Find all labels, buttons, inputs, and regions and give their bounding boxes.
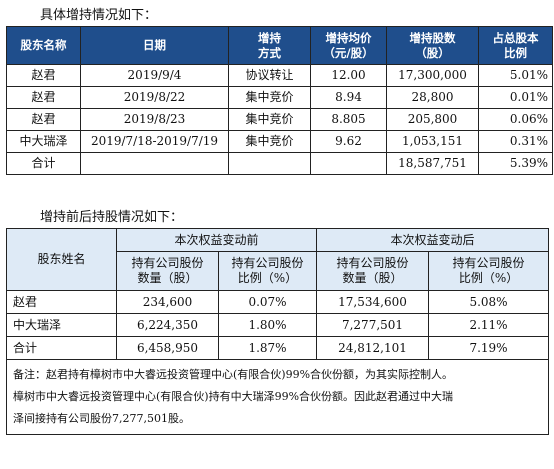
remark-note: 备注：赵君持有樟树市中大睿远投资管理中心(有限合伙)99%合伙份额，为其实际控制…: [5, 359, 550, 435]
header-shareholder-name: 股东姓名: [6, 228, 117, 291]
table-row: 中大瑞泽 2019/7/18-2019/7/19 集中竞价 9.62 1,053…: [6, 130, 553, 153]
cell-method: [228, 152, 311, 175]
note-line: 备注：赵君持有樟树市中大睿远投资管理中心(有限合伙)99%合伙份额，为其实际控制…: [13, 368, 454, 381]
section2-heading: 增持前后持股情况如下：: [40, 210, 184, 225]
table-row: 中大瑞泽 6,224,350 1.80% 7,277,501 2.11%: [6, 313, 550, 337]
cell-after-ratio: 5.08%: [428, 290, 550, 314]
group-header-row: 股东姓名 本次权益变动前 本次权益变动后: [6, 228, 550, 291]
cell-date: 2019/8/22: [80, 86, 229, 109]
cell-avg-price: 9.62: [310, 130, 387, 153]
header-shareholder: 股东名称: [6, 26, 81, 65]
cell-before-shares: 6,458,950: [116, 336, 219, 360]
cell-avg-price: [310, 152, 387, 175]
table-total-row: 合计 18,587,751 5.39%: [6, 152, 553, 175]
cell-ratio: 0.31%: [478, 130, 553, 153]
cell-before-ratio: 1.87%: [217, 336, 318, 360]
cell-before-ratio: 0.07%: [217, 290, 318, 314]
cell-method: 集中竞价: [228, 108, 311, 131]
cell-method: 集中竞价: [228, 86, 311, 109]
cell-shareholder: 合计: [6, 152, 81, 175]
header-after-change: 本次权益变动后: [316, 228, 550, 252]
cell-avg-price: 12.00: [310, 64, 387, 87]
cell-date: 2019/9/4: [80, 64, 229, 87]
cell-ratio: 0.01%: [478, 86, 553, 109]
cell-method: 协议转让: [228, 64, 311, 87]
cell-date: 2019/8/23: [80, 108, 229, 131]
cell-shares: 205,800: [386, 108, 479, 131]
header-method: 增持 方式: [228, 26, 311, 65]
cell-before-shares: 234,600: [116, 290, 219, 314]
cell-shareholder: 赵君: [6, 108, 81, 131]
note-row: 备注：赵君持有樟树市中大睿远投资管理中心(有限合伙)99%合伙份额，为其实际控制…: [5, 359, 550, 435]
cell-method: 集中竞价: [228, 130, 311, 153]
table-row: 赵君 2019/8/22 集中竞价 8.94 28,800 0.01%: [6, 86, 553, 109]
cell-after-shares: 24,812,101: [316, 336, 430, 360]
cell-shareholder: 合计: [6, 336, 117, 360]
cell-ratio: 5.39%: [478, 152, 553, 175]
cell-shareholder: 中大瑞泽: [6, 130, 81, 153]
cell-shares: 18,587,751: [386, 152, 479, 175]
cell-ratio: 5.01%: [478, 64, 553, 87]
cell-before-shares: 6,224,350: [116, 313, 219, 337]
cell-date: [80, 152, 229, 175]
cell-after-ratio: 7.19%: [428, 336, 550, 360]
cell-after-shares: 7,277,501: [316, 313, 430, 337]
header-shares: 增持股数 （股）: [386, 26, 479, 65]
cell-shares: 17,300,000: [386, 64, 479, 87]
table-row: 赵君 234,600 0.07% 17,534,600 5.08%: [6, 290, 550, 314]
header-avg-price: 增持均价 （元/股）: [310, 26, 387, 65]
cell-before-ratio: 1.80%: [217, 313, 318, 337]
cell-shares: 28,800: [386, 86, 479, 109]
table-total-row: 合计 6,458,950 1.87% 24,812,101 7.19%: [6, 336, 550, 360]
table-header-row: 股东名称 日期 增持 方式 增持均价 （元/股） 增持股数 （股） 占总股本 比…: [6, 26, 553, 65]
sub-header-row: 持有公司股份 数量（股） 持有公司股份 比例（%） 持有公司股份 数量（股） 持…: [7, 251, 550, 291]
increase-detail-table: 股东名称 日期 增持 方式 增持均价 （元/股） 增持股数 （股） 占总股本 比…: [6, 26, 553, 175]
cell-avg-price: 8.94: [310, 86, 387, 109]
cell-shareholder: 中大瑞泽: [6, 313, 117, 337]
table-row: 赵君 2019/9/4 协议转让 12.00 17,300,000 5.01%: [6, 64, 553, 87]
note-line: 泽间接持有公司股份7,277,501股。: [13, 412, 190, 425]
cell-shares: 1,053,151: [386, 130, 479, 153]
header-after-ratio: 持有公司股份 比例（%）: [428, 251, 550, 291]
cell-shareholder: 赵君: [6, 290, 117, 314]
cell-date: 2019/7/18-2019/7/19: [80, 130, 229, 153]
cell-ratio: 0.06%: [478, 108, 553, 131]
header-date: 日期: [80, 26, 229, 65]
header-ratio: 占总股本 比例: [478, 26, 553, 65]
section1-heading: 具体增持情况如下：: [40, 8, 158, 23]
cell-shareholder: 赵君: [6, 64, 81, 87]
header-before-ratio: 持有公司股份 比例（%）: [217, 251, 318, 291]
cell-after-shares: 17,534,600: [316, 290, 430, 314]
cell-avg-price: 8.805: [310, 108, 387, 131]
header-before-shares: 持有公司股份 数量（股）: [116, 251, 219, 291]
table-row: 赵君 2019/8/23 集中竞价 8.805 205,800 0.06%: [6, 108, 553, 131]
header-after-shares: 持有公司股份 数量（股）: [316, 251, 430, 291]
note-line: 樟树市中大睿远投资管理中心(有限合伙)持有中大瑞泽99%合伙份额。因此赵君通过中…: [13, 390, 454, 403]
cell-shareholder: 赵君: [6, 86, 81, 109]
holding-change-table: 股东姓名 本次权益变动前 本次权益变动后 持有公司股份 数量（股） 持有公司股份…: [5, 228, 550, 435]
cell-after-ratio: 2.11%: [428, 313, 550, 337]
header-before-change: 本次权益变动前: [115, 228, 318, 252]
